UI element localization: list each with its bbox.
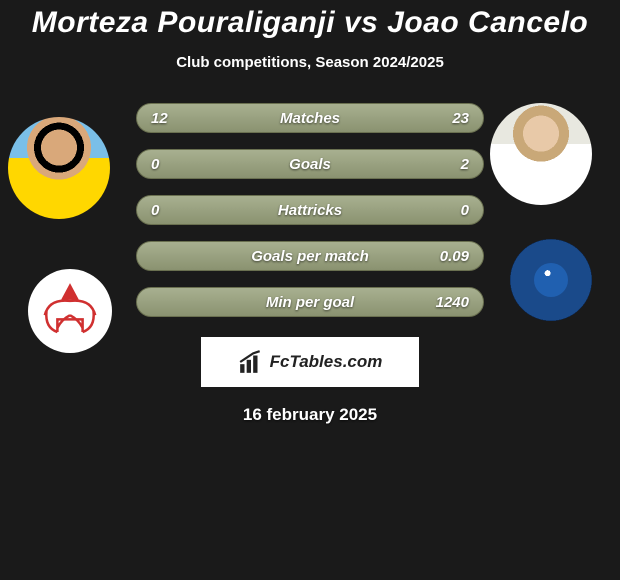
stat-right-value: 2 — [461, 156, 469, 173]
subtitle: Club competitions, Season 2024/2025 — [0, 54, 620, 71]
stat-left-value: 12 — [151, 110, 168, 127]
stat-bars: 12 Matches 23 0 Goals 2 0 Hattricks 0 Go… — [136, 103, 484, 317]
page-title: Morteza Pouraliganji vs Joao Cancelo — [0, 0, 620, 40]
stat-left-value: 0 — [151, 202, 159, 219]
stat-label: Hattricks — [278, 202, 342, 219]
stat-label: Goals per match — [251, 248, 369, 265]
stat-row-min-per-goal: Min per goal 1240 — [136, 287, 484, 317]
stat-label: Min per goal — [266, 294, 354, 311]
stat-row-hattricks: 0 Hattricks 0 — [136, 195, 484, 225]
stat-right-value: 1240 — [436, 294, 469, 311]
player-right-avatar — [490, 103, 592, 205]
club-left-badge — [28, 269, 112, 353]
comparison-panel: 12 Matches 23 0 Goals 2 0 Hattricks 0 Go… — [0, 103, 620, 425]
chart-icon — [238, 349, 264, 375]
stat-row-goals-per-match: Goals per match 0.09 — [136, 241, 484, 271]
stat-label: Matches — [280, 110, 340, 127]
player-left-avatar — [8, 117, 110, 219]
stat-right-value: 0.09 — [440, 248, 469, 265]
stat-right-value: 0 — [461, 202, 469, 219]
date-text: 16 february 2025 — [0, 405, 620, 425]
club-right-badge — [510, 239, 592, 321]
stat-left-value: 0 — [151, 156, 159, 173]
stat-row-goals: 0 Goals 2 — [136, 149, 484, 179]
stat-right-value: 23 — [452, 110, 469, 127]
source-text: FcTables.com — [270, 352, 383, 372]
stat-row-matches: 12 Matches 23 — [136, 103, 484, 133]
source-badge: FcTables.com — [201, 337, 419, 387]
stat-label: Goals — [289, 156, 331, 173]
